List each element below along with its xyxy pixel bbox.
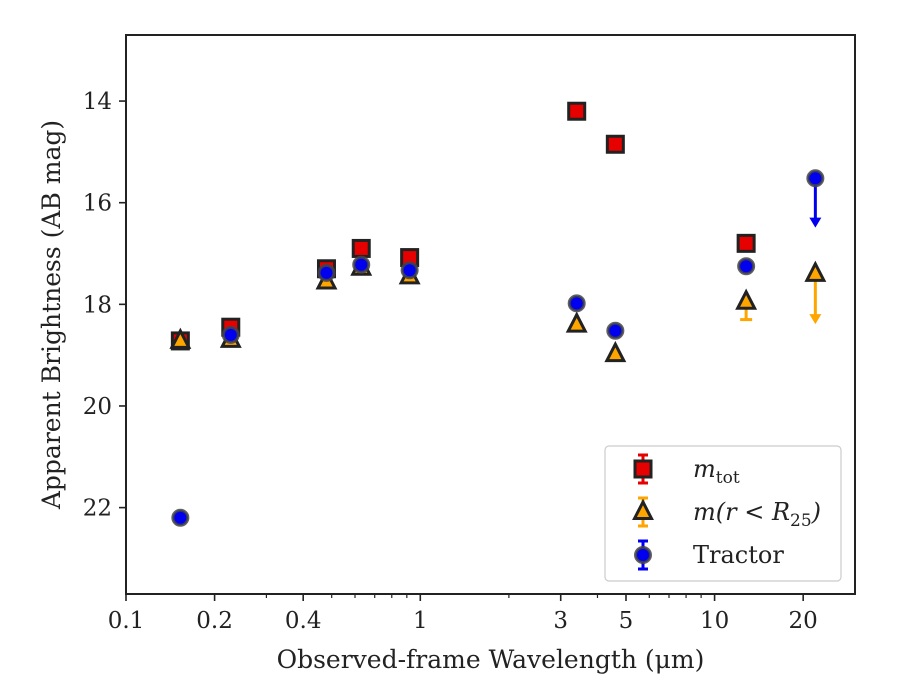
circle-marker-2-7 (737, 257, 756, 276)
triangle-marker-1-0 (169, 327, 192, 349)
legend-label: mtot (693, 455, 740, 488)
x-tick-label: 3 (553, 608, 568, 634)
legend-label-subscript: tot (716, 468, 740, 488)
legend-label-main: m (693, 455, 716, 483)
legend-label: Tractor (693, 541, 784, 569)
legend-triangle-marker (632, 498, 654, 520)
legend-label-tail: ) (811, 498, 821, 526)
square-marker-0-3 (351, 238, 371, 258)
triangle-marker-1-8 (804, 260, 827, 282)
x-axis-label: Observed-frame Wavelength (μm) (277, 645, 705, 674)
legend-item-2: Tractor (634, 539, 784, 571)
legend-item-0: mtot (633, 453, 740, 488)
triangle-marker-1-5 (565, 311, 588, 333)
plot-frame (125, 34, 856, 595)
axes: 0.1 0.2 0.4 1 3 5 10 20 14 16 18 20 22 (83, 34, 856, 634)
circle-marker-2-8 (806, 169, 825, 188)
x-tick-label: 20 (789, 608, 818, 634)
upper-limit-arrowhead (809, 314, 822, 325)
x-tick-label: 0.4 (285, 608, 322, 634)
legend-item-1: m(r < R25) (632, 496, 821, 531)
legend-label-main: m(r < R (693, 498, 790, 526)
x-tick-label: 0.1 (108, 608, 145, 634)
square-marker-0-6 (605, 134, 625, 154)
circle-marker-2-5 (567, 294, 586, 313)
x-tick-label: 5 (619, 608, 634, 634)
square-marker-0-5 (567, 101, 587, 121)
x-tick-label: 0.2 (196, 608, 233, 634)
triangle-marker-1-6 (604, 340, 627, 363)
circle-marker-2-0 (171, 508, 190, 527)
y-tick-label: 18 (83, 292, 112, 318)
square-marker-0-7 (736, 233, 756, 253)
legend-box (604, 445, 842, 582)
circle-marker-2-1 (221, 325, 240, 344)
circle-marker-2-3 (352, 255, 371, 274)
y-tick-label: 20 (83, 394, 112, 420)
triangle-marker-1-7 (735, 288, 758, 310)
circle-marker-2-6 (606, 321, 625, 340)
legend-label-main: Tractor (693, 541, 784, 569)
legend-square-marker (633, 459, 653, 479)
x-tick-label: 1 (413, 608, 428, 634)
legend-label: m(r < R25) (693, 498, 821, 531)
y-tick-label: 16 (83, 191, 112, 217)
x-tick-label: 10 (700, 608, 729, 634)
circle-marker-2-2 (317, 263, 336, 282)
y-tick-label: 14 (83, 89, 112, 115)
legend-circle-marker (634, 546, 652, 564)
y-tick-label: 22 (83, 496, 112, 522)
upper-limit-arrowhead (809, 217, 822, 228)
legend: mtot m(r < R25) Tractor (604, 445, 842, 582)
legend-label-subscript: 25 (790, 511, 812, 531)
y-axis-label: Apparent Brightness (AB mag) (37, 120, 66, 510)
circle-marker-2-4 (400, 261, 419, 280)
plot-area (169, 101, 827, 527)
